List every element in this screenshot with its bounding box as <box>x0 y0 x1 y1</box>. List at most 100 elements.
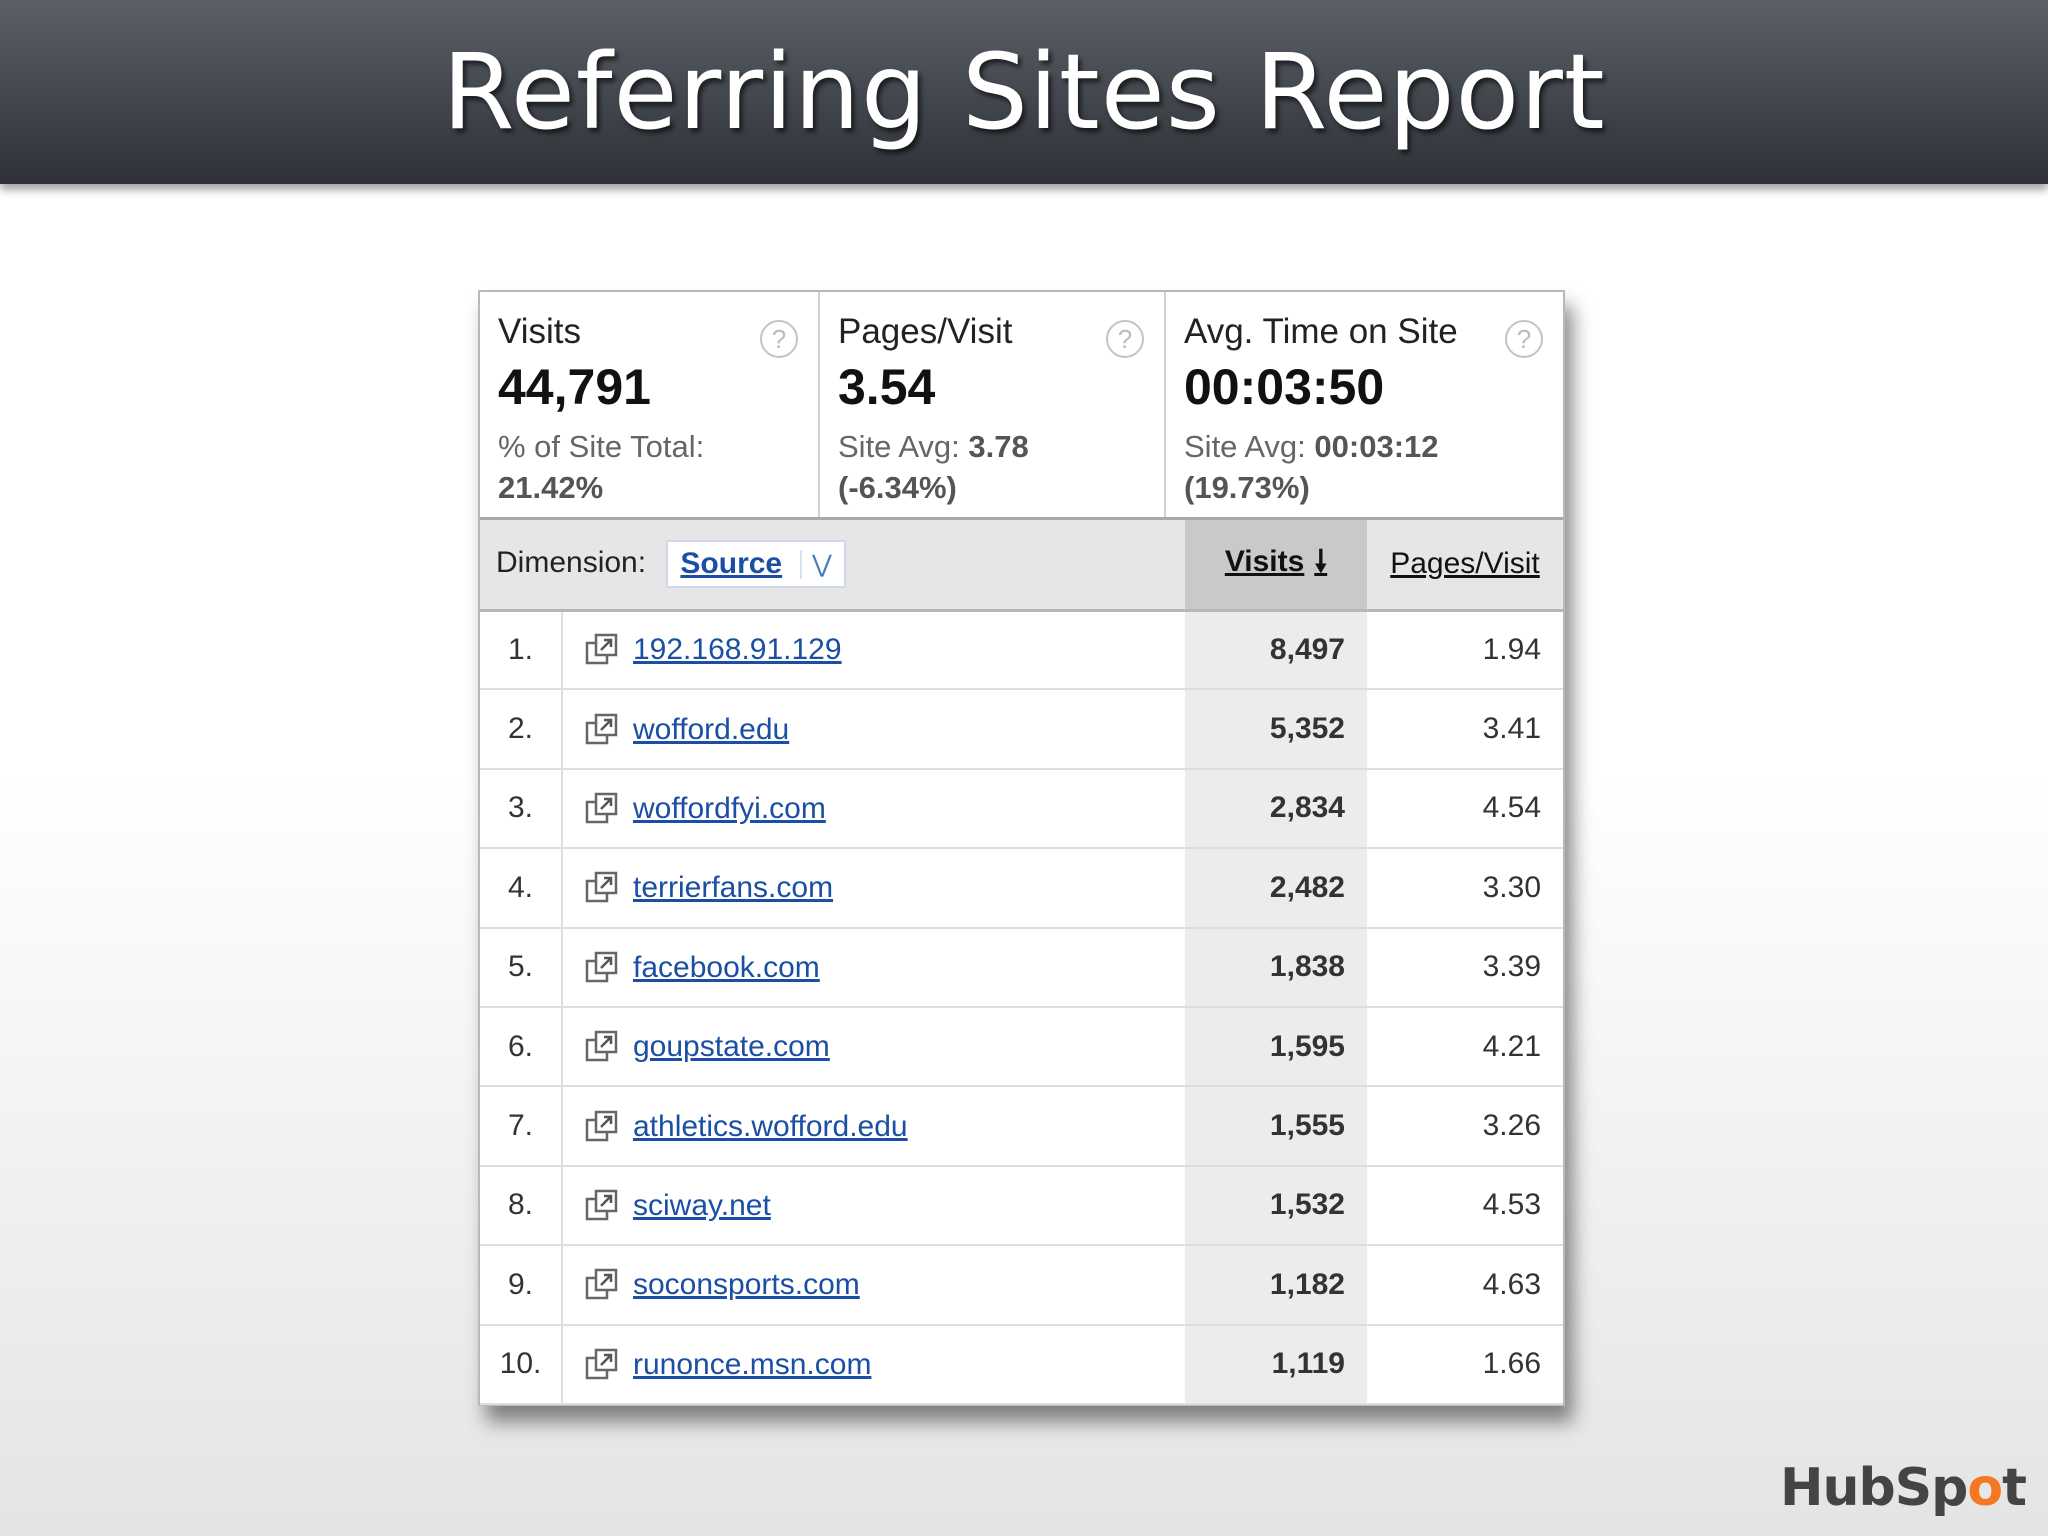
scorecard-label: Avg. Time on Site <box>1184 312 1458 351</box>
row-source: soconsports.com <box>562 1245 1185 1324</box>
row-visits: 1,119 <box>1185 1324 1367 1404</box>
table-row: 5. facebook.com 1,838 3.39 <box>480 927 1563 1007</box>
scorecard-value: 00:03:50 <box>1184 359 1385 415</box>
site-total-label: % of Site Total: <box>498 429 705 464</box>
row-pages-visit: 1.66 <box>1482 1347 1541 1381</box>
row-source: wofford.edu <box>562 689 1185 768</box>
row-visits: 1,532 <box>1185 1165 1367 1246</box>
row-rank: 2. <box>480 689 563 769</box>
hubspot-logo: HubSpot <box>1779 1458 2027 1518</box>
source-link[interactable]: soconsports.com <box>633 1268 860 1302</box>
referring-sites-table: Dimension: Source ⋁ Visits 🠗 Pages/Visit … <box>480 520 1563 1405</box>
row-source: terrierfans.com <box>562 848 1185 927</box>
scorecard-label: Visits <box>498 312 581 351</box>
pages-visit-header-label[interactable]: Pages/Visit <box>1390 547 1540 581</box>
scorecard-sub: % of Site Total: 21.42% <box>498 426 800 508</box>
row-pages-visit: 4.63 <box>1482 1267 1541 1301</box>
row-visits: 8,497 <box>1185 610 1367 690</box>
row-rank: 10. <box>480 1324 563 1404</box>
table-row: 4. terrierfans.com 2,482 3.30 <box>480 848 1563 928</box>
scorecard-sub: Site Avg: 3.78 (-6.34%) <box>838 426 1146 508</box>
table-row: 10. runonce.msn.com 1,119 1.66 <box>480 1324 1563 1404</box>
row-rank: 5. <box>480 927 563 1007</box>
row-rank: 3. <box>480 768 563 849</box>
slide-title: Referring Sites Report <box>442 31 1606 153</box>
row-visits: 1,555 <box>1185 1086 1367 1166</box>
table-row: 8. sciway.net 1,532 4.53 <box>480 1165 1563 1246</box>
table-row: 2. wofford.edu 5,352 3.41 <box>480 689 1563 769</box>
scorecard-value: 44,791 <box>498 359 651 415</box>
source-link[interactable]: woffordfyi.com <box>633 792 826 826</box>
external-link-icon[interactable] <box>585 1030 619 1064</box>
row-rank: 6. <box>480 1006 563 1087</box>
visits-header-label[interactable]: Visits <box>1224 544 1305 578</box>
external-link-icon[interactable] <box>585 792 619 826</box>
table-row: 6. goupstate.com 1,595 4.21 <box>480 1006 1563 1087</box>
dimension-value[interactable]: Source <box>680 547 783 581</box>
external-link-icon[interactable] <box>585 951 619 985</box>
help-icon[interactable]: ? <box>1505 320 1543 358</box>
visits-column-header[interactable]: Visits 🠗 <box>1185 520 1367 610</box>
dimension-select[interactable]: Source ⋁ <box>666 540 846 589</box>
help-icon[interactable]: ? <box>1106 320 1144 358</box>
analytics-report-panel: Visits ? 44,791 % of Site Total: 21.42% … <box>478 290 1565 1406</box>
row-pages-visit: 3.30 <box>1482 870 1541 904</box>
change-percent: (-6.34%) <box>838 470 957 505</box>
external-link-icon[interactable] <box>585 1348 619 1382</box>
scorecard-sub: Site Avg: 00:03:12 (19.73%) <box>1184 426 1545 508</box>
row-visits: 2,482 <box>1185 848 1367 928</box>
row-rank: 4. <box>480 848 563 928</box>
external-link-icon[interactable] <box>585 1268 619 1302</box>
help-icon[interactable]: ? <box>760 320 798 358</box>
source-link[interactable]: goupstate.com <box>633 1030 830 1064</box>
scorecard-pages-visit: Pages/Visit ? 3.54 Site Avg: 3.78 (-6.34… <box>820 292 1166 517</box>
source-link[interactable]: athletics.wofford.edu <box>633 1109 908 1143</box>
external-link-icon[interactable] <box>585 713 619 747</box>
row-visits: 5,352 <box>1185 689 1367 769</box>
external-link-icon[interactable] <box>585 871 619 905</box>
source-link[interactable]: terrierfans.com <box>633 871 834 905</box>
external-link-icon[interactable] <box>585 633 619 667</box>
sort-down-arrow-icon: 🠗 <box>1314 544 1328 578</box>
row-source: athletics.wofford.edu <box>562 1086 1185 1165</box>
site-total-value: 21.42% <box>498 470 604 505</box>
table-header-row: Dimension: Source ⋁ Visits 🠗 Pages/Visit <box>480 520 1563 610</box>
row-source: facebook.com <box>562 928 1185 1007</box>
row-pages-visit: 4.54 <box>1482 791 1541 825</box>
row-rank: 7. <box>480 1086 563 1166</box>
external-link-icon[interactable] <box>585 1189 619 1223</box>
row-visits: 2,834 <box>1185 768 1367 849</box>
row-source: woffordfyi.com <box>562 769 1185 848</box>
source-link[interactable]: 192.168.91.129 <box>633 633 842 667</box>
scorecard-value: 3.54 <box>838 359 936 415</box>
row-visits: 1,595 <box>1185 1006 1367 1087</box>
source-link[interactable]: sciway.net <box>633 1188 771 1222</box>
row-source: 192.168.91.129 <box>562 610 1185 689</box>
row-rank: 1. <box>480 610 563 690</box>
row-pages-visit: 1.94 <box>1482 632 1541 666</box>
row-pages-visit: 4.21 <box>1482 1029 1541 1063</box>
row-pages-visit: 3.26 <box>1482 1109 1541 1143</box>
pages-visit-column-header[interactable]: Pages/Visit <box>1367 520 1563 610</box>
row-visits: 1,182 <box>1185 1245 1367 1325</box>
row-pages-visit: 3.39 <box>1482 950 1541 984</box>
dimension-header: Dimension: Source ⋁ <box>480 520 1185 610</box>
source-link[interactable]: facebook.com <box>633 950 820 984</box>
row-rank: 8. <box>480 1165 563 1246</box>
table-row: 1. 192.168.91.129 8,497 1.94 <box>480 610 1563 690</box>
chevron-down-icon[interactable]: ⋁ <box>800 549 832 579</box>
table-row: 7. athletics.wofford.edu 1,555 3.26 <box>480 1086 1563 1166</box>
scorecard-avg-time: Avg. Time on Site ? 00:03:50 Site Avg: 0… <box>1166 292 1563 517</box>
row-visits: 1,838 <box>1185 927 1367 1007</box>
external-link-icon[interactable] <box>585 1110 619 1144</box>
source-link[interactable]: wofford.edu <box>633 712 790 746</box>
table-row: 3. woffordfyi.com 2,834 4.54 <box>480 768 1563 849</box>
row-source: sciway.net <box>562 1166 1185 1245</box>
row-source: goupstate.com <box>562 1007 1185 1086</box>
row-rank: 9. <box>480 1245 563 1325</box>
row-source: runonce.msn.com <box>562 1325 1185 1404</box>
table-row: 9. soconsports.com 1,182 4.63 <box>480 1245 1563 1325</box>
source-link[interactable]: runonce.msn.com <box>633 1347 872 1381</box>
scorecards: Visits ? 44,791 % of Site Total: 21.42% … <box>480 292 1563 520</box>
row-pages-visit: 3.41 <box>1482 712 1541 746</box>
